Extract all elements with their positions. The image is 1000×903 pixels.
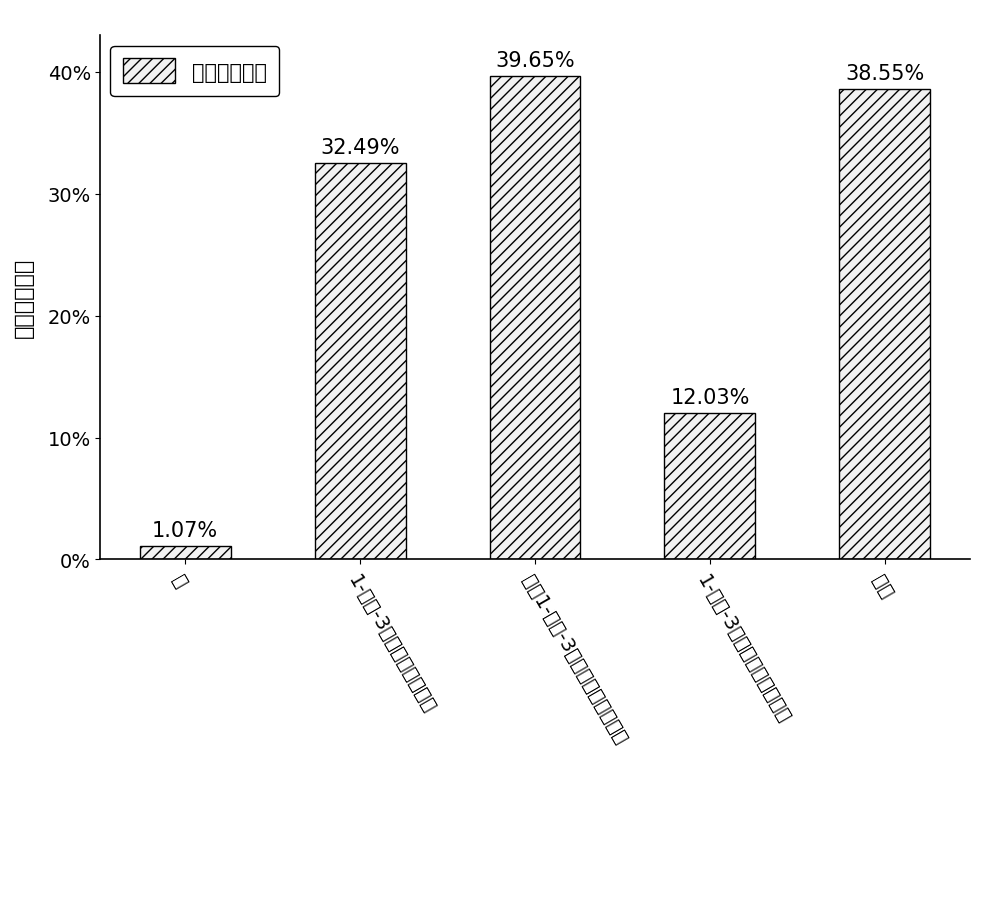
Text: 38.55%: 38.55% [845, 64, 925, 84]
Text: 12.03%: 12.03% [670, 387, 750, 407]
Text: 1.07%: 1.07% [152, 521, 218, 541]
Bar [140, 547, 231, 560]
Bar [664, 414, 755, 560]
Text: 32.49%: 32.49% [320, 138, 400, 158]
Y-axis label: 生物柴油产率: 生物柴油产率 [14, 258, 34, 338]
Bar [839, 90, 930, 560]
Legend: 生物柴油产率: 生物柴油产率 [110, 47, 279, 97]
Text: 39.65%: 39.65% [495, 51, 575, 70]
Bar [315, 164, 406, 560]
Bar [490, 77, 580, 560]
